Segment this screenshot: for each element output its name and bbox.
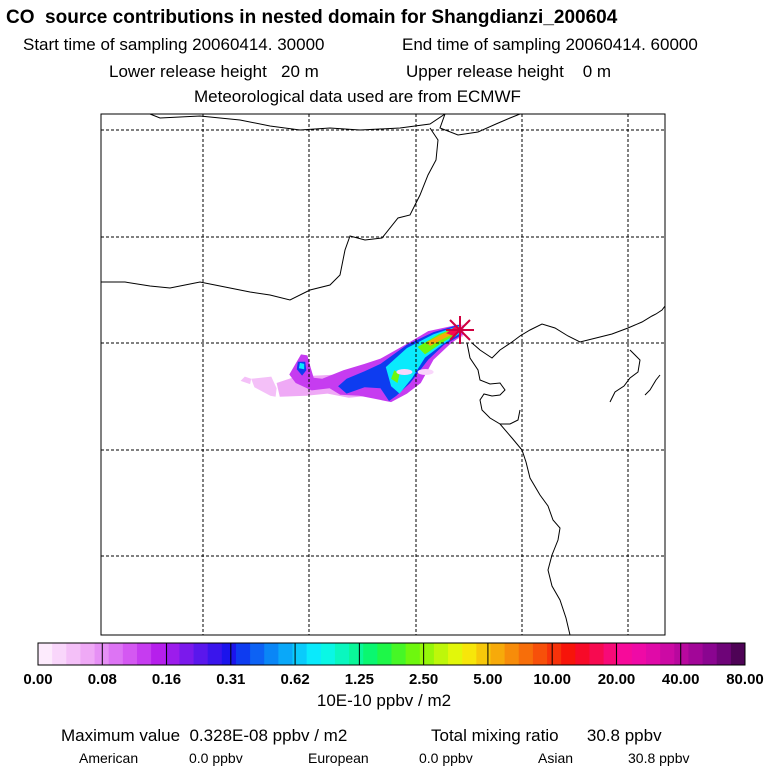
coastlines-borders xyxy=(101,114,665,635)
colorbar-swatch xyxy=(631,643,647,665)
border-line xyxy=(471,305,665,359)
colorbar-swatch xyxy=(108,643,124,665)
coast-line xyxy=(609,349,641,403)
colorbar-swatch xyxy=(518,643,534,665)
total-mixing-ratio: Total mixing ratio 30.8 ppbv xyxy=(431,726,662,745)
colorbar: 0.00 0.08 0.16 0.31 0.62 1.25 2.50 5.00 10.00 20.… xyxy=(23,642,764,688)
colorbar-tick-label: 0.62 xyxy=(280,671,309,688)
colorbar-swatch xyxy=(151,643,166,665)
colorbar-swatch xyxy=(207,643,223,665)
colorbar-tick-label: 0.16 xyxy=(152,671,181,688)
chart-title: CO source contributions in nested domain… xyxy=(6,7,618,28)
colorbar-swatch xyxy=(561,643,576,665)
colorbar-swatch xyxy=(646,643,661,665)
colorbar-swatch xyxy=(136,643,152,665)
border-line xyxy=(101,127,439,301)
colorbar-swatch xyxy=(52,643,67,665)
colorbar-tick-label: 0.00 xyxy=(23,671,52,688)
border-line xyxy=(149,114,446,131)
region-name-asian: Asian xyxy=(538,750,574,766)
coast-line xyxy=(466,342,571,635)
colorbar-tick-label: 0.08 xyxy=(88,671,117,688)
colorbar-tick-label: 10.00 xyxy=(533,671,571,688)
colorbar-swatch xyxy=(250,643,265,665)
colorbar-tick-label: 5.00 xyxy=(473,671,502,688)
map-frame xyxy=(100,113,666,636)
colorbar-swatch xyxy=(575,643,590,665)
met-data-source: Meteorological data used are from ECMWF xyxy=(194,87,521,106)
colorbar-swatch xyxy=(306,643,322,665)
colorbar-swatch xyxy=(320,643,336,665)
plume-contour-6 xyxy=(298,362,305,370)
colorbar-swatch xyxy=(702,643,718,665)
colorbar-swatch xyxy=(235,643,251,665)
region-value-american: 0.0 ppbv xyxy=(189,750,243,766)
colorbar-swatch xyxy=(80,643,95,665)
colorbar-tick-label: 40.00 xyxy=(662,671,700,688)
colorbar-swatch xyxy=(264,643,279,665)
colorbar-tick-label: 1.25 xyxy=(345,671,374,688)
colorbar-swatch xyxy=(674,643,689,665)
lower-release-height: Lower release height 20 m xyxy=(109,62,319,81)
maximum-value: Maximum value 0.328E-08 ppbv / m2 xyxy=(61,726,348,745)
colorbar-swatch xyxy=(391,643,407,665)
colorbar-unit-label: 10E-10 ppbv / m2 xyxy=(316,691,452,710)
colorbar-tick-label: 0.31 xyxy=(216,671,245,688)
colorbar-swatch xyxy=(433,643,449,665)
colorbar-swatch xyxy=(363,643,378,665)
colorbar-swatch xyxy=(278,643,293,665)
region-name-american: American xyxy=(79,750,139,766)
coast-line xyxy=(644,374,661,396)
colorbar-swatch xyxy=(349,643,364,665)
colorbar-swatch xyxy=(660,643,675,665)
colorbar-swatch xyxy=(504,643,520,665)
colorbar-swatch xyxy=(688,643,703,665)
colorbar-swatch xyxy=(603,643,619,665)
colorbar-swatch xyxy=(462,643,477,665)
colorbar-swatch xyxy=(193,643,209,665)
border-line xyxy=(439,114,521,136)
colorbar-swatch xyxy=(405,643,421,665)
region-value-european: 0.0 ppbv xyxy=(419,750,473,766)
upper-release-height: Upper release height 0 m xyxy=(406,62,612,81)
colorbar-swatch xyxy=(221,643,237,665)
colorbar-swatch xyxy=(179,643,194,665)
colorbar-swatch xyxy=(476,643,491,665)
colorbar-swatch xyxy=(716,643,732,665)
colorbar-swatch xyxy=(448,643,463,665)
colorbar-swatch xyxy=(292,643,308,665)
plume-trace-0 xyxy=(396,369,413,375)
colorbar-swatch xyxy=(490,643,506,665)
source-site-marker xyxy=(446,316,474,344)
end-time: End time of sampling 20060414. 60000 xyxy=(402,35,698,54)
colorbar-swatch xyxy=(165,643,180,665)
region-value-asian: 30.8 ppbv xyxy=(628,750,690,766)
colorbar-swatch xyxy=(122,643,138,665)
colorbar-tick-label: 2.50 xyxy=(409,671,438,688)
colorbar-swatch xyxy=(377,643,392,665)
plume-trace-1 xyxy=(417,369,434,375)
colorbar-swatch xyxy=(730,643,746,665)
colorbar-swatch xyxy=(589,643,604,665)
colorbar-swatch xyxy=(547,643,562,665)
colorbar-swatch xyxy=(419,643,435,665)
colorbar-swatch xyxy=(38,643,53,665)
colorbar-tick-label: 20.00 xyxy=(598,671,636,688)
region-name-european: European xyxy=(308,750,369,766)
colorbar-swatch xyxy=(66,643,81,665)
colorbar-swatch xyxy=(334,643,350,665)
plume-contour-0 xyxy=(251,376,277,397)
colorbar-tick-label: 80.00 xyxy=(726,671,764,688)
graticule xyxy=(101,114,665,635)
colorbar-swatch xyxy=(617,643,633,665)
plume-contour-1 xyxy=(240,376,252,385)
colorbar-swatch xyxy=(532,643,548,665)
start-time: Start time of sampling 20060414. 30000 xyxy=(23,35,325,54)
coast-line xyxy=(500,409,521,425)
